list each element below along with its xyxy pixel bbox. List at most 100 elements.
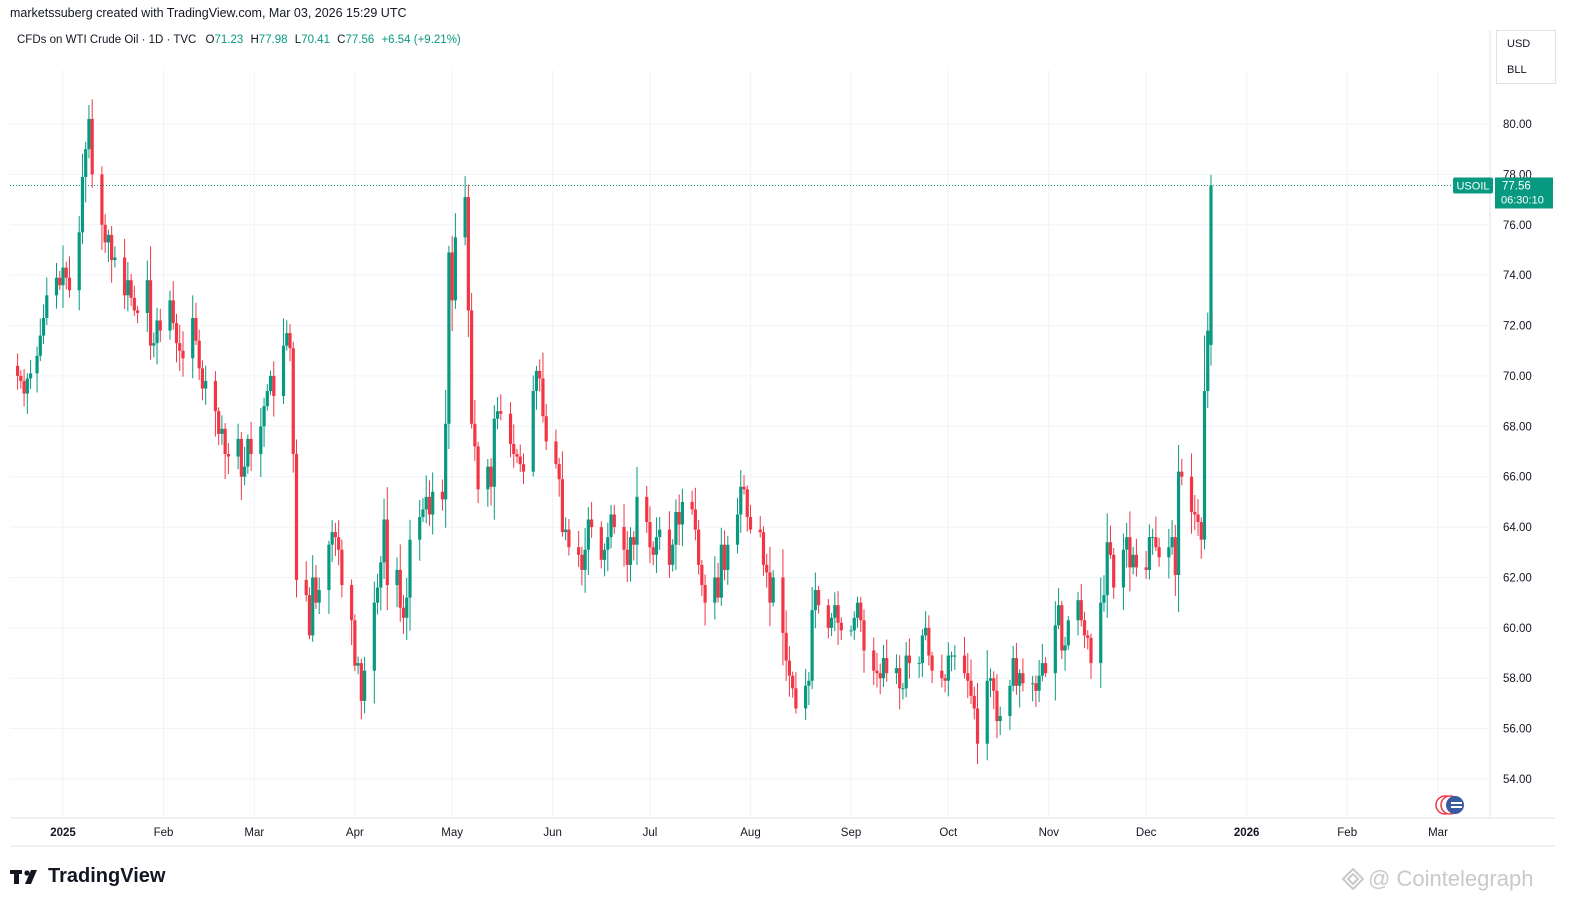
candle-down [1199,517,1203,559]
candle-up [379,555,383,611]
low-label: L [294,34,302,46]
candle-body [1112,554,1116,588]
price-tick-label: 66.00 [1503,472,1532,484]
candle-down [791,671,795,698]
tradingview-logo[interactable]: TradingView [10,865,165,888]
candle-down [1189,453,1194,534]
candle-body [294,454,299,580]
currency-label[interactable]: USD [1507,38,1531,50]
candle-down [337,520,341,566]
candle-down [557,457,561,497]
candle-body [1018,673,1022,686]
candle-body [583,549,587,570]
candle-body [985,680,989,744]
candle-body [534,370,539,392]
candle-body [1034,683,1038,691]
candle-up [268,370,273,396]
candle-body [1044,663,1048,674]
unit-label[interactable]: BLL [1507,64,1527,76]
candle-down [181,331,185,377]
candle-body [839,622,843,631]
time-axis[interactable]: 2025 Feb Mar Apr May Jun Jul Aug Sep Oct Nov Dec 202… [50,827,1448,839]
candle-up [285,320,289,351]
candle-body [612,514,616,528]
candle-down [200,360,205,401]
candle-body [969,680,973,696]
candle-down [197,329,201,381]
candle-down [1154,516,1158,552]
candle-down [272,361,276,417]
candle-up [246,434,250,474]
symbol-name[interactable]: CFDs on WTI Crude Oil · 1D · TVC [17,34,197,46]
candle-body [742,486,746,490]
candle-body [174,323,179,344]
candle-body [463,197,467,238]
candle-body [220,428,224,434]
candle-body [807,680,811,686]
bar-countdown: 06:30:10 [1501,194,1544,206]
unit-selector[interactable]: USD BLL [1496,30,1556,84]
open-label: O [205,34,215,46]
candle-body [58,277,62,286]
candle-down [742,475,746,495]
candle-body [259,426,263,455]
time-tick-label: Mar [1428,827,1448,839]
candle-body [1199,522,1203,540]
candle-down [544,403,548,450]
candle-body [508,413,513,444]
candle-body [1079,600,1083,621]
candle-body [735,514,740,545]
candle-up [534,365,539,410]
candle-down [1144,551,1148,580]
candle-up [1209,174,1213,366]
candle-up [61,245,65,308]
candle-up [418,500,422,561]
candle-down [632,531,636,561]
candle-body [722,544,727,570]
candle-up [998,706,1002,736]
price-tick-label: 74.00 [1503,270,1532,282]
candle-down [784,610,788,681]
candle-down [294,439,299,598]
candle-body [781,577,785,633]
candle-up [1167,528,1171,579]
candle-body [1031,683,1035,685]
candle-body [405,597,409,618]
candle-body [648,522,652,548]
candle-body [1180,471,1184,477]
candle-down [1134,538,1139,577]
candle-body [418,517,422,540]
candle-body [625,549,629,565]
candle-up [739,470,743,533]
candle-body [531,391,535,472]
candle-down [398,544,402,622]
candle-body [512,443,516,455]
candle-body [872,650,876,671]
candle-body [1157,547,1161,558]
candle-body [894,668,899,674]
candle-down [975,683,980,765]
candle-body [135,310,140,313]
candle-body [1063,645,1067,651]
candle-body [560,479,565,533]
time-tick-label: Sep [841,827,861,839]
candle-down [885,639,889,682]
candle-body [356,663,360,666]
candle-body [288,333,292,349]
events-flags-icon[interactable] [1435,795,1464,815]
candle-body [431,491,435,515]
candle-body [632,537,636,545]
candle-down [930,651,934,683]
candle-down [58,270,62,290]
candle-body [466,197,470,311]
price-axis[interactable]: 54.00 56.00 58.00 60.00 62.00 64.00 66.00 68.00… [1503,119,1532,786]
candle-body [90,118,94,175]
candle-body [745,489,749,517]
candle-up [583,528,587,593]
candle-body [628,537,633,565]
candle-body [885,658,889,674]
candle-down [1196,499,1200,536]
candle-body [28,373,33,379]
candle-up [654,517,659,574]
